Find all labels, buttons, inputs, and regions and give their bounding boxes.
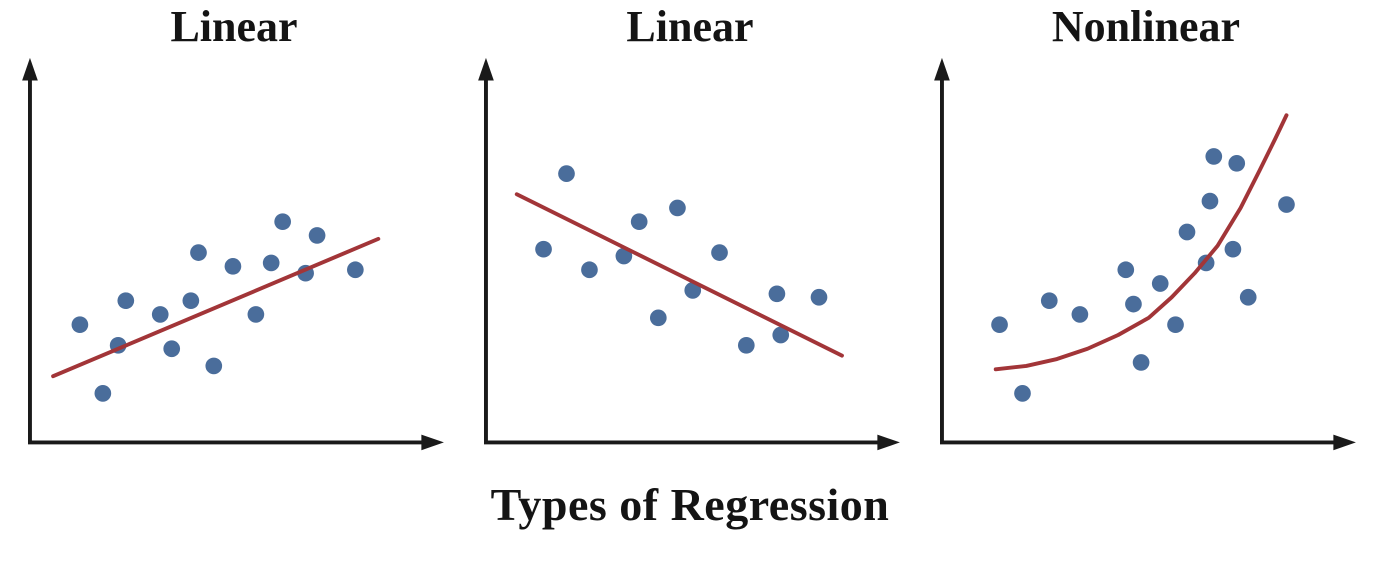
data-point xyxy=(1205,148,1223,165)
data-point xyxy=(1278,196,1295,213)
data-point xyxy=(1071,306,1089,323)
data-point xyxy=(163,340,181,358)
data-point xyxy=(346,261,364,279)
data-point xyxy=(190,244,207,261)
data-point xyxy=(247,306,265,323)
data-point xyxy=(535,240,552,258)
panel-title: Linear xyxy=(170,2,298,51)
panel-nonlinear: Nonlinear xyxy=(918,0,1374,464)
data-point xyxy=(262,254,280,272)
data-point xyxy=(151,306,169,323)
data-point xyxy=(205,357,223,375)
data-point xyxy=(772,326,790,344)
data-point xyxy=(711,244,728,261)
data-point xyxy=(630,213,648,231)
scatter-plot-linear-positive xyxy=(22,57,444,451)
fit-line xyxy=(51,236,381,379)
data-point xyxy=(991,316,1008,334)
data-point xyxy=(1239,288,1257,306)
figure-caption: Types of Regression xyxy=(490,479,890,530)
data-point xyxy=(1117,261,1135,279)
data-point xyxy=(274,213,291,231)
data-point xyxy=(1228,155,1246,172)
data-point xyxy=(1178,223,1196,241)
data-point xyxy=(810,288,828,306)
data-point xyxy=(71,316,89,334)
y-axis-arrow-icon xyxy=(934,57,950,81)
data-point xyxy=(1014,385,1031,402)
data-point xyxy=(768,285,786,303)
data-point xyxy=(94,385,112,402)
panels-row: Linear Linear Nonlinear xyxy=(6,0,1374,464)
data-point xyxy=(117,292,135,310)
data-point xyxy=(1201,192,1219,210)
data-point xyxy=(224,258,242,275)
panel-title: Linear xyxy=(626,2,754,51)
panel-linear-negative: Linear xyxy=(462,0,918,464)
y-axis-arrow-icon xyxy=(478,57,494,81)
scatter-plot-nonlinear xyxy=(934,57,1356,451)
x-axis-arrow-icon xyxy=(1333,434,1356,451)
y-axis-arrow-icon xyxy=(22,57,38,81)
fit-line xyxy=(514,192,844,358)
data-point xyxy=(669,199,686,217)
data-point xyxy=(684,282,702,299)
data-point xyxy=(581,261,598,279)
data-point xyxy=(615,247,633,265)
fit-curve xyxy=(993,113,1289,372)
data-point xyxy=(558,165,575,182)
panel-title: Nonlinear xyxy=(1051,2,1241,51)
data-point xyxy=(737,336,755,354)
data-point xyxy=(1224,240,1242,258)
data-point xyxy=(1125,295,1142,313)
data-point xyxy=(1132,354,1150,371)
data-point xyxy=(308,227,326,244)
panel-linear-positive: Linear xyxy=(6,0,462,464)
data-point xyxy=(1167,316,1184,334)
data-point xyxy=(1151,275,1169,292)
data-point xyxy=(649,309,667,327)
x-axis-arrow-icon xyxy=(421,434,444,451)
data-point xyxy=(182,292,200,310)
scatter-plot-linear-negative xyxy=(478,57,900,451)
x-axis-arrow-icon xyxy=(877,434,900,451)
data-point xyxy=(1040,292,1058,310)
